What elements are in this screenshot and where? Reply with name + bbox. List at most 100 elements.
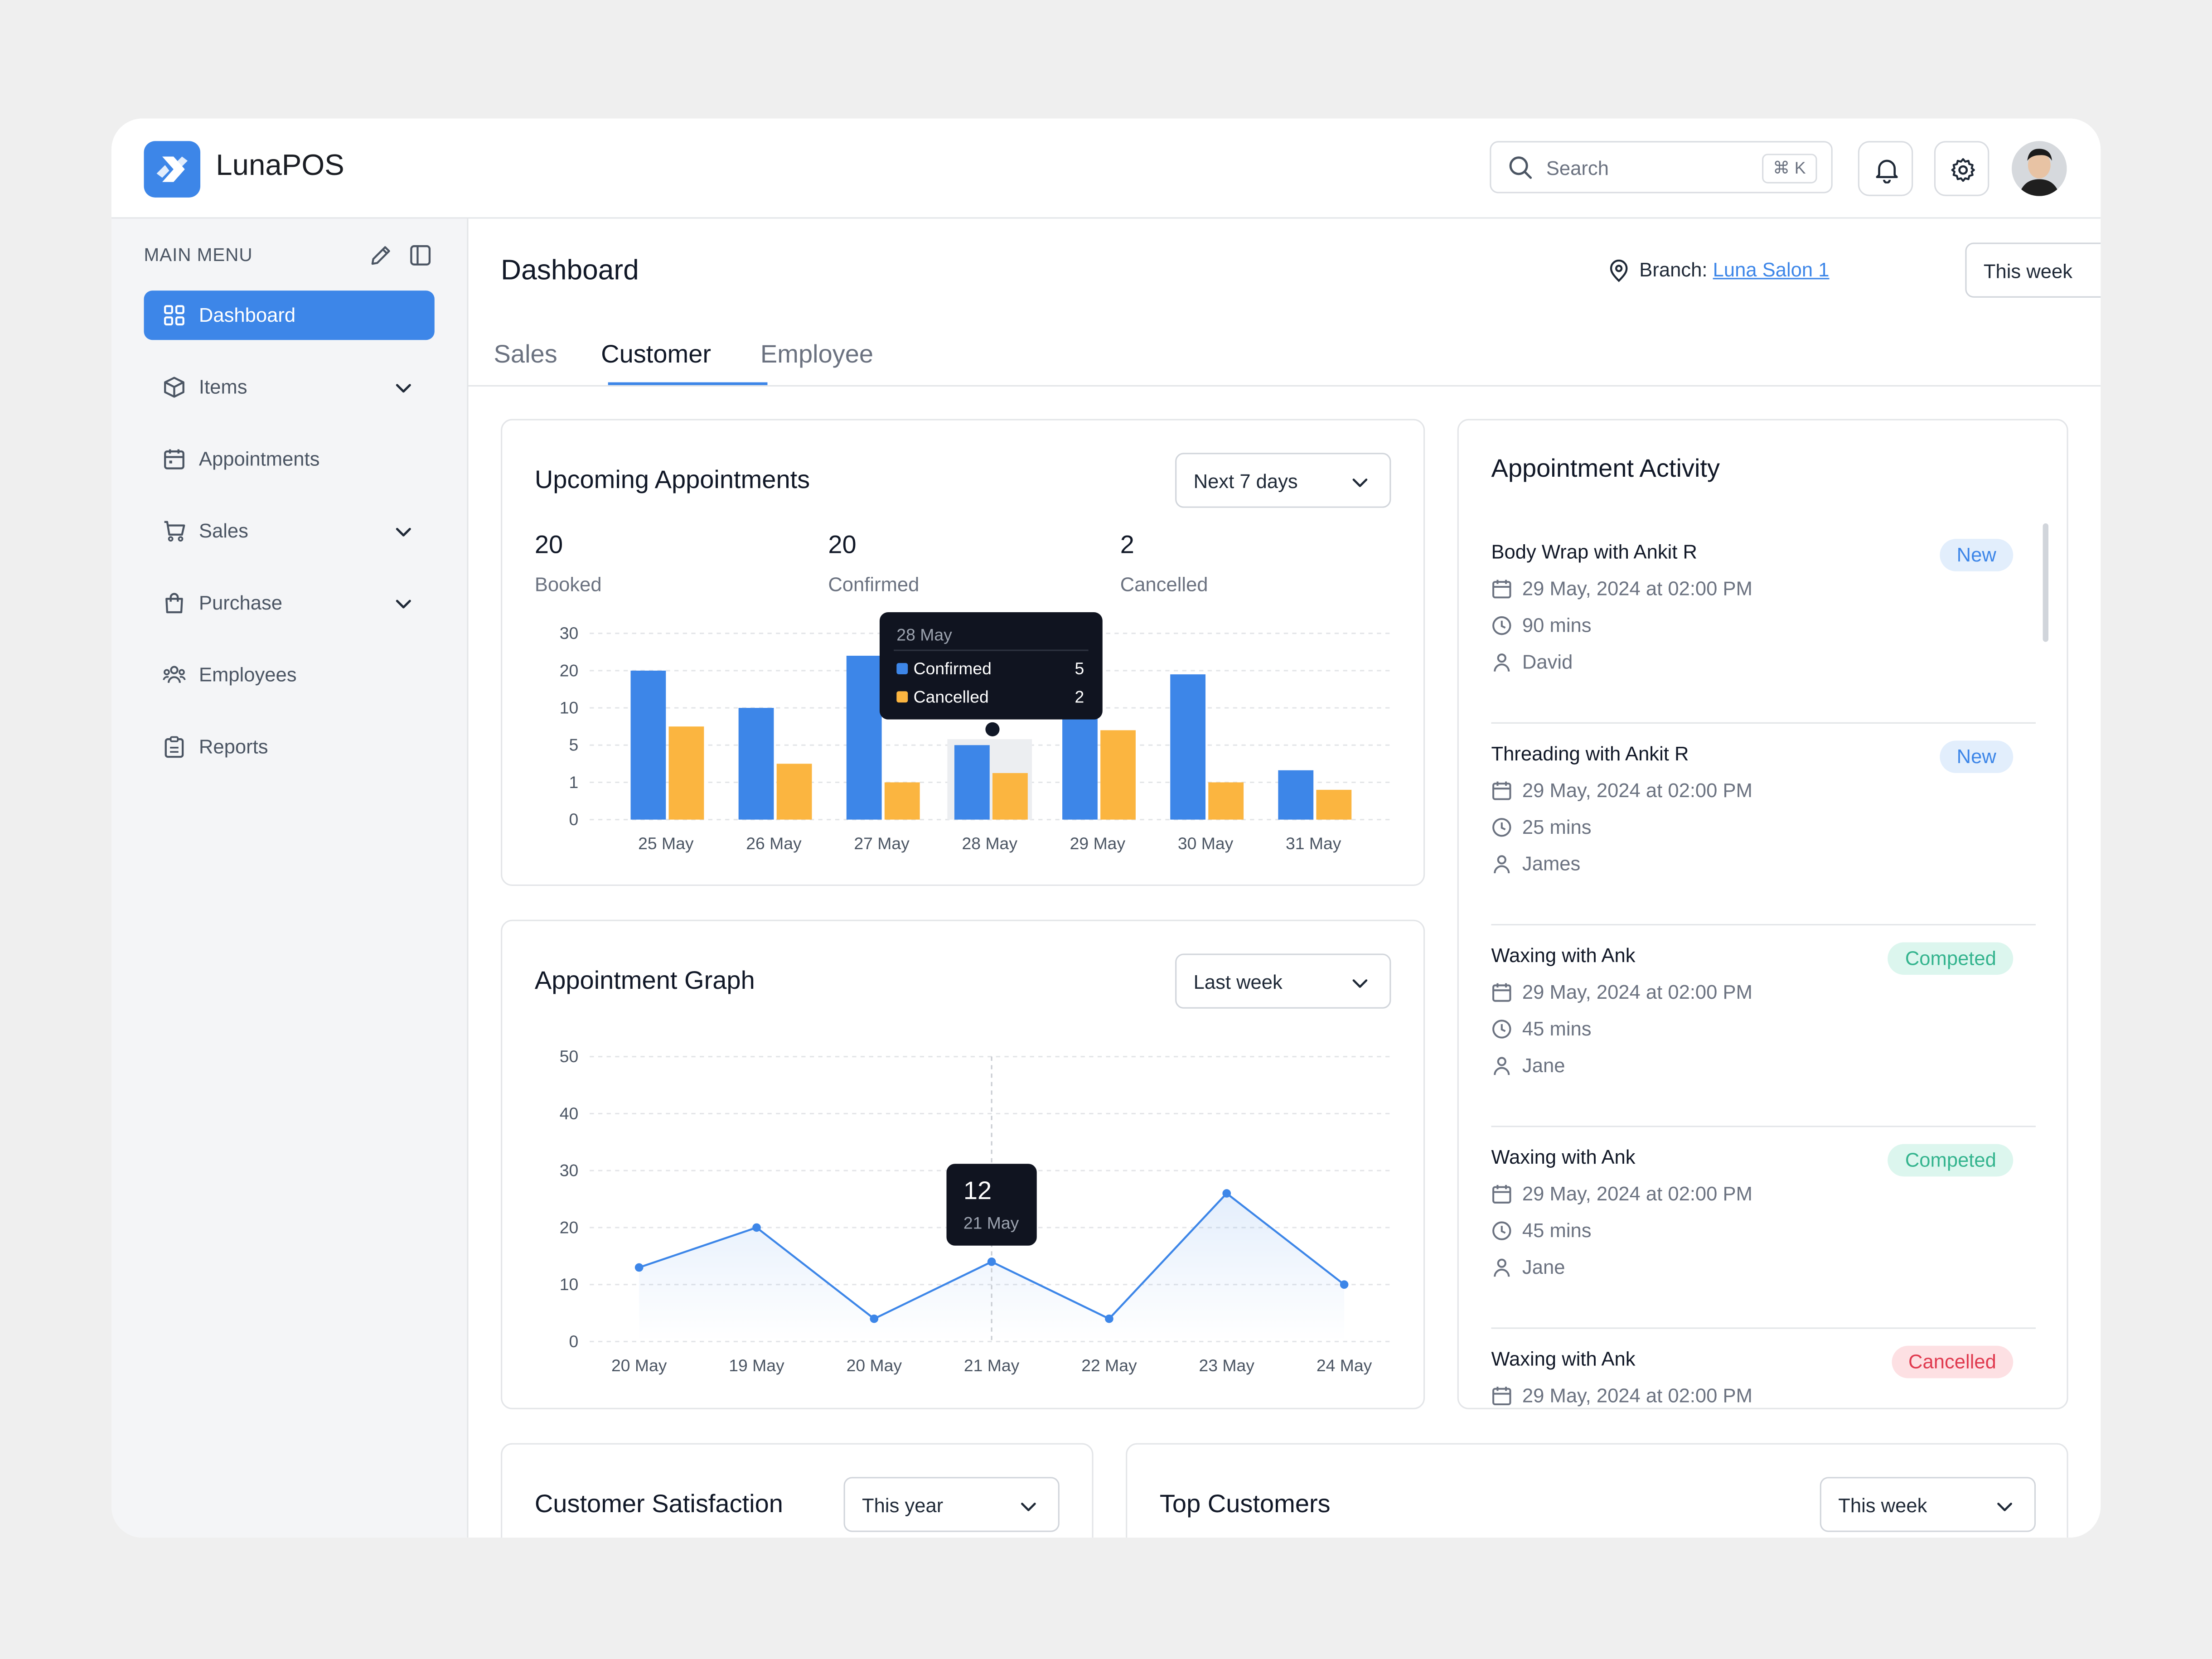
sidebar-item-dashboard[interactable]: Dashboard xyxy=(144,290,435,340)
hover-marker xyxy=(985,722,1000,736)
upcoming-appointments-card: Upcoming Appointments Next 7 days 20 Boo… xyxy=(501,419,1425,886)
x-tick-label: 21 May xyxy=(964,1356,1020,1375)
search-input[interactable]: Search ⌘ K xyxy=(1490,141,1833,193)
x-tick-label: 29 May xyxy=(1070,834,1126,853)
data-point xyxy=(987,1258,996,1266)
divider xyxy=(1491,1327,2036,1329)
x-tick-label: 30 May xyxy=(1178,834,1234,853)
sidebar-item-label: Dashboard xyxy=(198,303,296,326)
branch-link[interactable]: Luna Salon 1 xyxy=(1713,258,1830,281)
x-tick-label: 27 May xyxy=(854,834,910,853)
tooltip-value: 12 xyxy=(963,1176,992,1204)
calendar-icon xyxy=(1492,1387,1511,1406)
search-icon xyxy=(1509,156,1532,179)
sidebar-item-label: Employees xyxy=(198,663,297,686)
activity-duration: 90 mins xyxy=(1522,614,1592,636)
cancelled-count: 2 xyxy=(1120,530,1134,559)
user-icon xyxy=(1494,1258,1510,1277)
activity-date: 29 May, 2024 at 02:00 PM xyxy=(1522,1182,1752,1205)
period-select[interactable]: This week xyxy=(1965,242,2101,298)
bar-confirmed xyxy=(1278,770,1314,820)
appointment-graph-card: Appointment Graph Last week 0 10 20 30 40 50 2… xyxy=(501,919,1425,1409)
main-content: Dashboard Branch: Luna Salon 1 This week… xyxy=(468,219,2101,1538)
booked-label: Booked xyxy=(534,572,602,595)
card-title: Upcoming Appointments xyxy=(534,465,810,494)
sidebar-item-label: Reports xyxy=(198,735,268,758)
page-title: Dashboard xyxy=(501,255,639,286)
customer-satisfaction-card: Customer Satisfaction This year xyxy=(501,1443,1094,1538)
data-point xyxy=(1105,1314,1113,1323)
sidebar-item-employees[interactable]: Employees xyxy=(144,650,435,700)
data-point xyxy=(1222,1189,1231,1198)
activity-duration: 25 mins xyxy=(1522,815,1592,838)
sidebar-item-label: Sales xyxy=(198,519,248,542)
data-point xyxy=(1340,1280,1349,1289)
range-value: This week xyxy=(1838,1494,1927,1517)
card-title: Appointment Activity xyxy=(1491,454,1720,483)
logo-icon[interactable] xyxy=(144,141,201,198)
clock-icon xyxy=(1492,818,1511,837)
edit-icon[interactable] xyxy=(368,242,393,268)
activity-item[interactable]: Threading with Ankit R New 29 May, 2024 … xyxy=(1491,724,2036,926)
y-tick-label: 1 xyxy=(569,773,579,792)
tab-employee[interactable]: Employee xyxy=(760,340,874,368)
bar-confirmed xyxy=(738,708,774,820)
y-tick-label: 10 xyxy=(560,1275,579,1294)
bar-confirmed xyxy=(954,745,990,820)
appointment-line-chart: 0 10 20 30 40 50 20 May 19 May 20 May 21 May 22 Ma… xyxy=(560,1047,1391,1375)
tab-customer[interactable]: Customer xyxy=(601,340,712,368)
satisfaction-range-select[interactable]: This year xyxy=(843,1477,1060,1532)
avatar[interactable] xyxy=(2012,141,2067,196)
chevron-down-icon xyxy=(1352,479,1368,487)
activity-item[interactable]: Body Wrap with Ankit R New 29 May, 2024 … xyxy=(1491,522,2036,724)
x-tick-label: 28 May xyxy=(962,834,1018,853)
location-pin-icon xyxy=(1610,259,1628,282)
bell-icon xyxy=(1876,160,1898,184)
sidebar-item-sales[interactable]: Sales xyxy=(144,507,435,556)
upcoming-range-select[interactable]: Next 7 days xyxy=(1175,453,1391,508)
activity-item[interactable]: Waxing with Ank Cancelled 29 May, 2024 a… xyxy=(1491,1329,2036,1407)
top-customers-range-select[interactable]: This week xyxy=(1820,1477,2036,1532)
activity-scrollbar[interactable] xyxy=(2043,523,2049,642)
y-tick-label: 20 xyxy=(560,1218,579,1237)
sidebar-item-items[interactable]: Items xyxy=(144,363,435,412)
bar-cancelled xyxy=(776,764,812,820)
chevron-down-icon xyxy=(396,384,411,393)
bar-confirmed xyxy=(846,656,882,820)
activity-item[interactable]: Waxing with Ank Competed 29 May, 2024 at… xyxy=(1491,925,2036,1127)
sidebar-item-purchase[interactable]: Purchase xyxy=(144,578,435,628)
divider xyxy=(1491,722,2036,724)
activity-title: Waxing with Ank xyxy=(1491,1145,1636,1168)
y-tick-label: 50 xyxy=(560,1047,579,1066)
confirmed-count: 20 xyxy=(828,530,857,559)
activity-item[interactable]: Waxing with Ank Competed 29 May, 2024 at… xyxy=(1491,1127,2036,1329)
bar-cancelled xyxy=(668,726,704,820)
notifications-button[interactable] xyxy=(1858,141,1913,196)
card-title: Appointment Graph xyxy=(534,966,755,995)
sidebar-item-reports[interactable]: Reports xyxy=(144,722,435,772)
tab-sales[interactable]: Sales xyxy=(494,340,557,368)
x-tick-label: 31 May xyxy=(1286,834,1341,853)
bar-cancelled xyxy=(1316,789,1352,820)
tooltip-value: 5 xyxy=(1075,659,1084,678)
graph-range-select[interactable]: Last week xyxy=(1175,953,1391,1009)
cart-icon xyxy=(164,521,185,542)
status-badge: Cancelled xyxy=(1891,1345,2014,1378)
chart-tooltip xyxy=(946,1164,1037,1246)
settings-button[interactable] xyxy=(1934,141,1989,196)
sidebar-item-label: Appointments xyxy=(198,447,320,470)
chevron-down-icon xyxy=(1997,1503,2012,1511)
sidebar: MAIN MENU Dashboard Items xyxy=(111,218,469,1538)
top-customers-card: Top Customers This week xyxy=(1126,1443,2068,1538)
x-tick-label: 19 May xyxy=(729,1356,784,1375)
card-title: Top Customers xyxy=(1159,1490,1331,1518)
activity-date: 29 May, 2024 at 02:00 PM xyxy=(1522,980,1752,1003)
x-tick-label: 22 May xyxy=(1081,1356,1137,1375)
sidebar-item-appointments[interactable]: Appointments xyxy=(144,435,435,484)
calendar-icon xyxy=(1492,781,1511,800)
y-tick-label: 20 xyxy=(560,661,579,680)
main-menu-title: MAIN MENU xyxy=(144,244,253,266)
sidebar-item-label: Items xyxy=(198,375,247,398)
sidebar-toggle-icon[interactable] xyxy=(408,242,433,268)
grid-icon xyxy=(164,305,184,326)
